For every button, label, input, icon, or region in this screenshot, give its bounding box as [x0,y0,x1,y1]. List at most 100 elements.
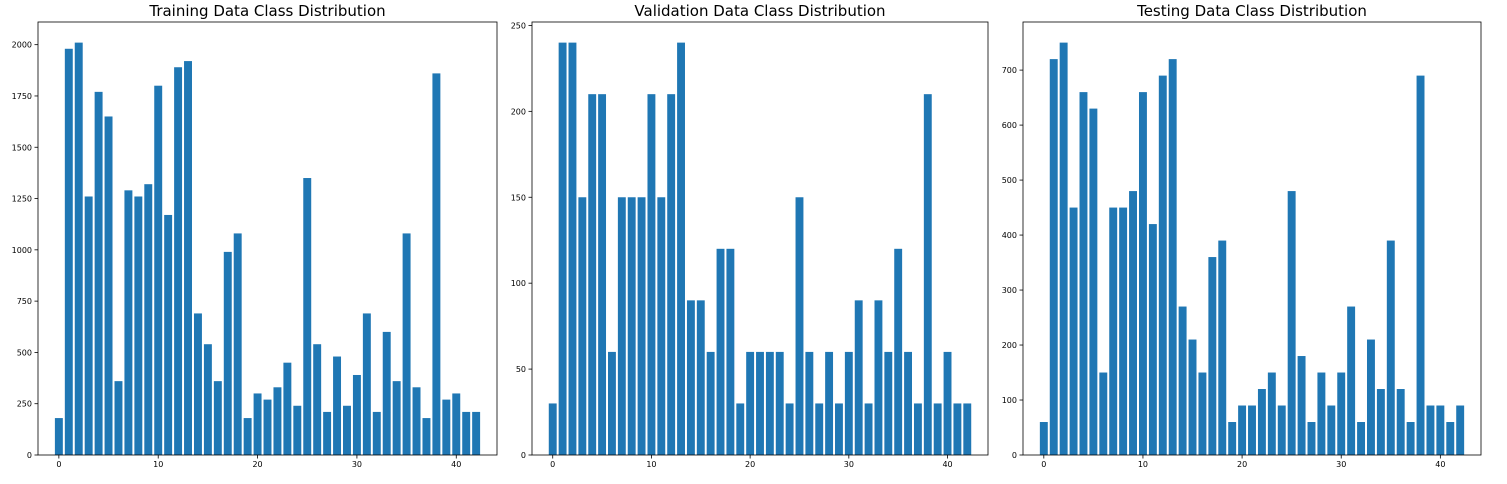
bar [134,196,143,455]
bar [1069,207,1078,455]
bar [54,418,63,455]
bar [756,351,764,455]
bar [746,351,755,455]
bar [174,67,183,456]
y-tick-label: 1250 [12,195,32,204]
x-tick-label: 10 [153,460,163,469]
x-tick-label: 20 [745,460,755,469]
bar [243,418,252,455]
bar [184,61,192,456]
bar [677,42,685,455]
bar [943,351,952,455]
x-tick-label: 30 [844,460,854,469]
bar [1039,422,1048,455]
bar [598,94,607,456]
chart-title: Training Data Class Distribution [148,2,385,20]
bar [627,197,636,455]
bar [1148,224,1157,455]
bar [432,73,441,456]
bar [1208,257,1217,455]
bar [706,351,715,455]
bar [1436,405,1445,455]
bar [1416,75,1425,455]
bar [352,374,361,455]
bar [1386,240,1395,455]
axes-frame [531,21,989,456]
bar [578,197,587,455]
bar [1188,339,1197,455]
bar [372,411,381,455]
bar [1297,356,1306,455]
bar [844,351,853,455]
axes-frame [1022,21,1482,456]
bar [953,403,962,455]
bar [1396,389,1405,455]
bar [657,197,666,455]
bar [144,184,153,455]
bar [1366,339,1375,455]
chart-title: Validation Data Class Distribution [634,2,885,20]
bar [283,362,292,455]
bar [894,248,903,455]
bar [1238,405,1247,455]
bar [1129,191,1138,456]
x-tick-label: 0 [1041,460,1046,469]
y-tick-label: 250 [17,400,32,409]
bar [362,313,371,455]
bar [736,403,745,455]
bar [637,197,646,455]
bar [1307,422,1316,455]
y-tick-label: 200 [1002,341,1017,350]
bar [442,399,451,455]
bar [805,351,814,455]
bar [263,399,272,455]
bar [1248,405,1256,455]
bar [686,300,695,455]
x-tick-label: 20 [1237,460,1247,469]
bar [422,418,431,455]
y-tick-label: 500 [1002,176,1017,185]
bar [884,351,893,455]
bar [548,403,557,455]
x-tick-label: 40 [451,460,461,469]
bar [923,94,932,456]
bar [608,351,616,455]
bar [1317,372,1326,455]
bar [904,351,912,455]
chart-0: Training Data Class Distribution 0 10 20 30 4… [12,2,498,469]
bar [164,214,173,455]
x-tick-label: 10 [646,460,656,469]
bar [1158,75,1167,455]
bar [825,351,834,455]
bar [795,197,804,455]
bar [1059,42,1068,455]
bar [765,351,774,455]
bar [785,403,794,455]
y-tick-label: 300 [1002,286,1017,295]
bar [154,85,163,456]
bar [203,344,212,455]
bar [1079,92,1088,455]
bar [588,94,597,456]
x-tick-label: 30 [1336,460,1346,469]
bar [1456,405,1465,455]
bar [193,313,202,455]
bar [213,381,222,455]
bar [412,387,421,455]
y-tick-label: 200 [511,107,526,116]
bar [74,42,83,455]
bar [933,403,942,455]
bar [84,196,93,455]
bar [1347,306,1356,455]
bar [815,403,824,455]
bar [313,344,322,455]
bar [382,331,391,455]
bar [462,411,471,455]
x-tick-label: 0 [550,460,555,469]
bar [104,116,113,455]
bar [1049,59,1058,455]
y-tick-label: 0 [27,451,32,460]
y-tick-label: 1000 [12,246,32,255]
x-tick-label: 20 [252,460,262,469]
y-tick-label: 2000 [12,41,32,50]
